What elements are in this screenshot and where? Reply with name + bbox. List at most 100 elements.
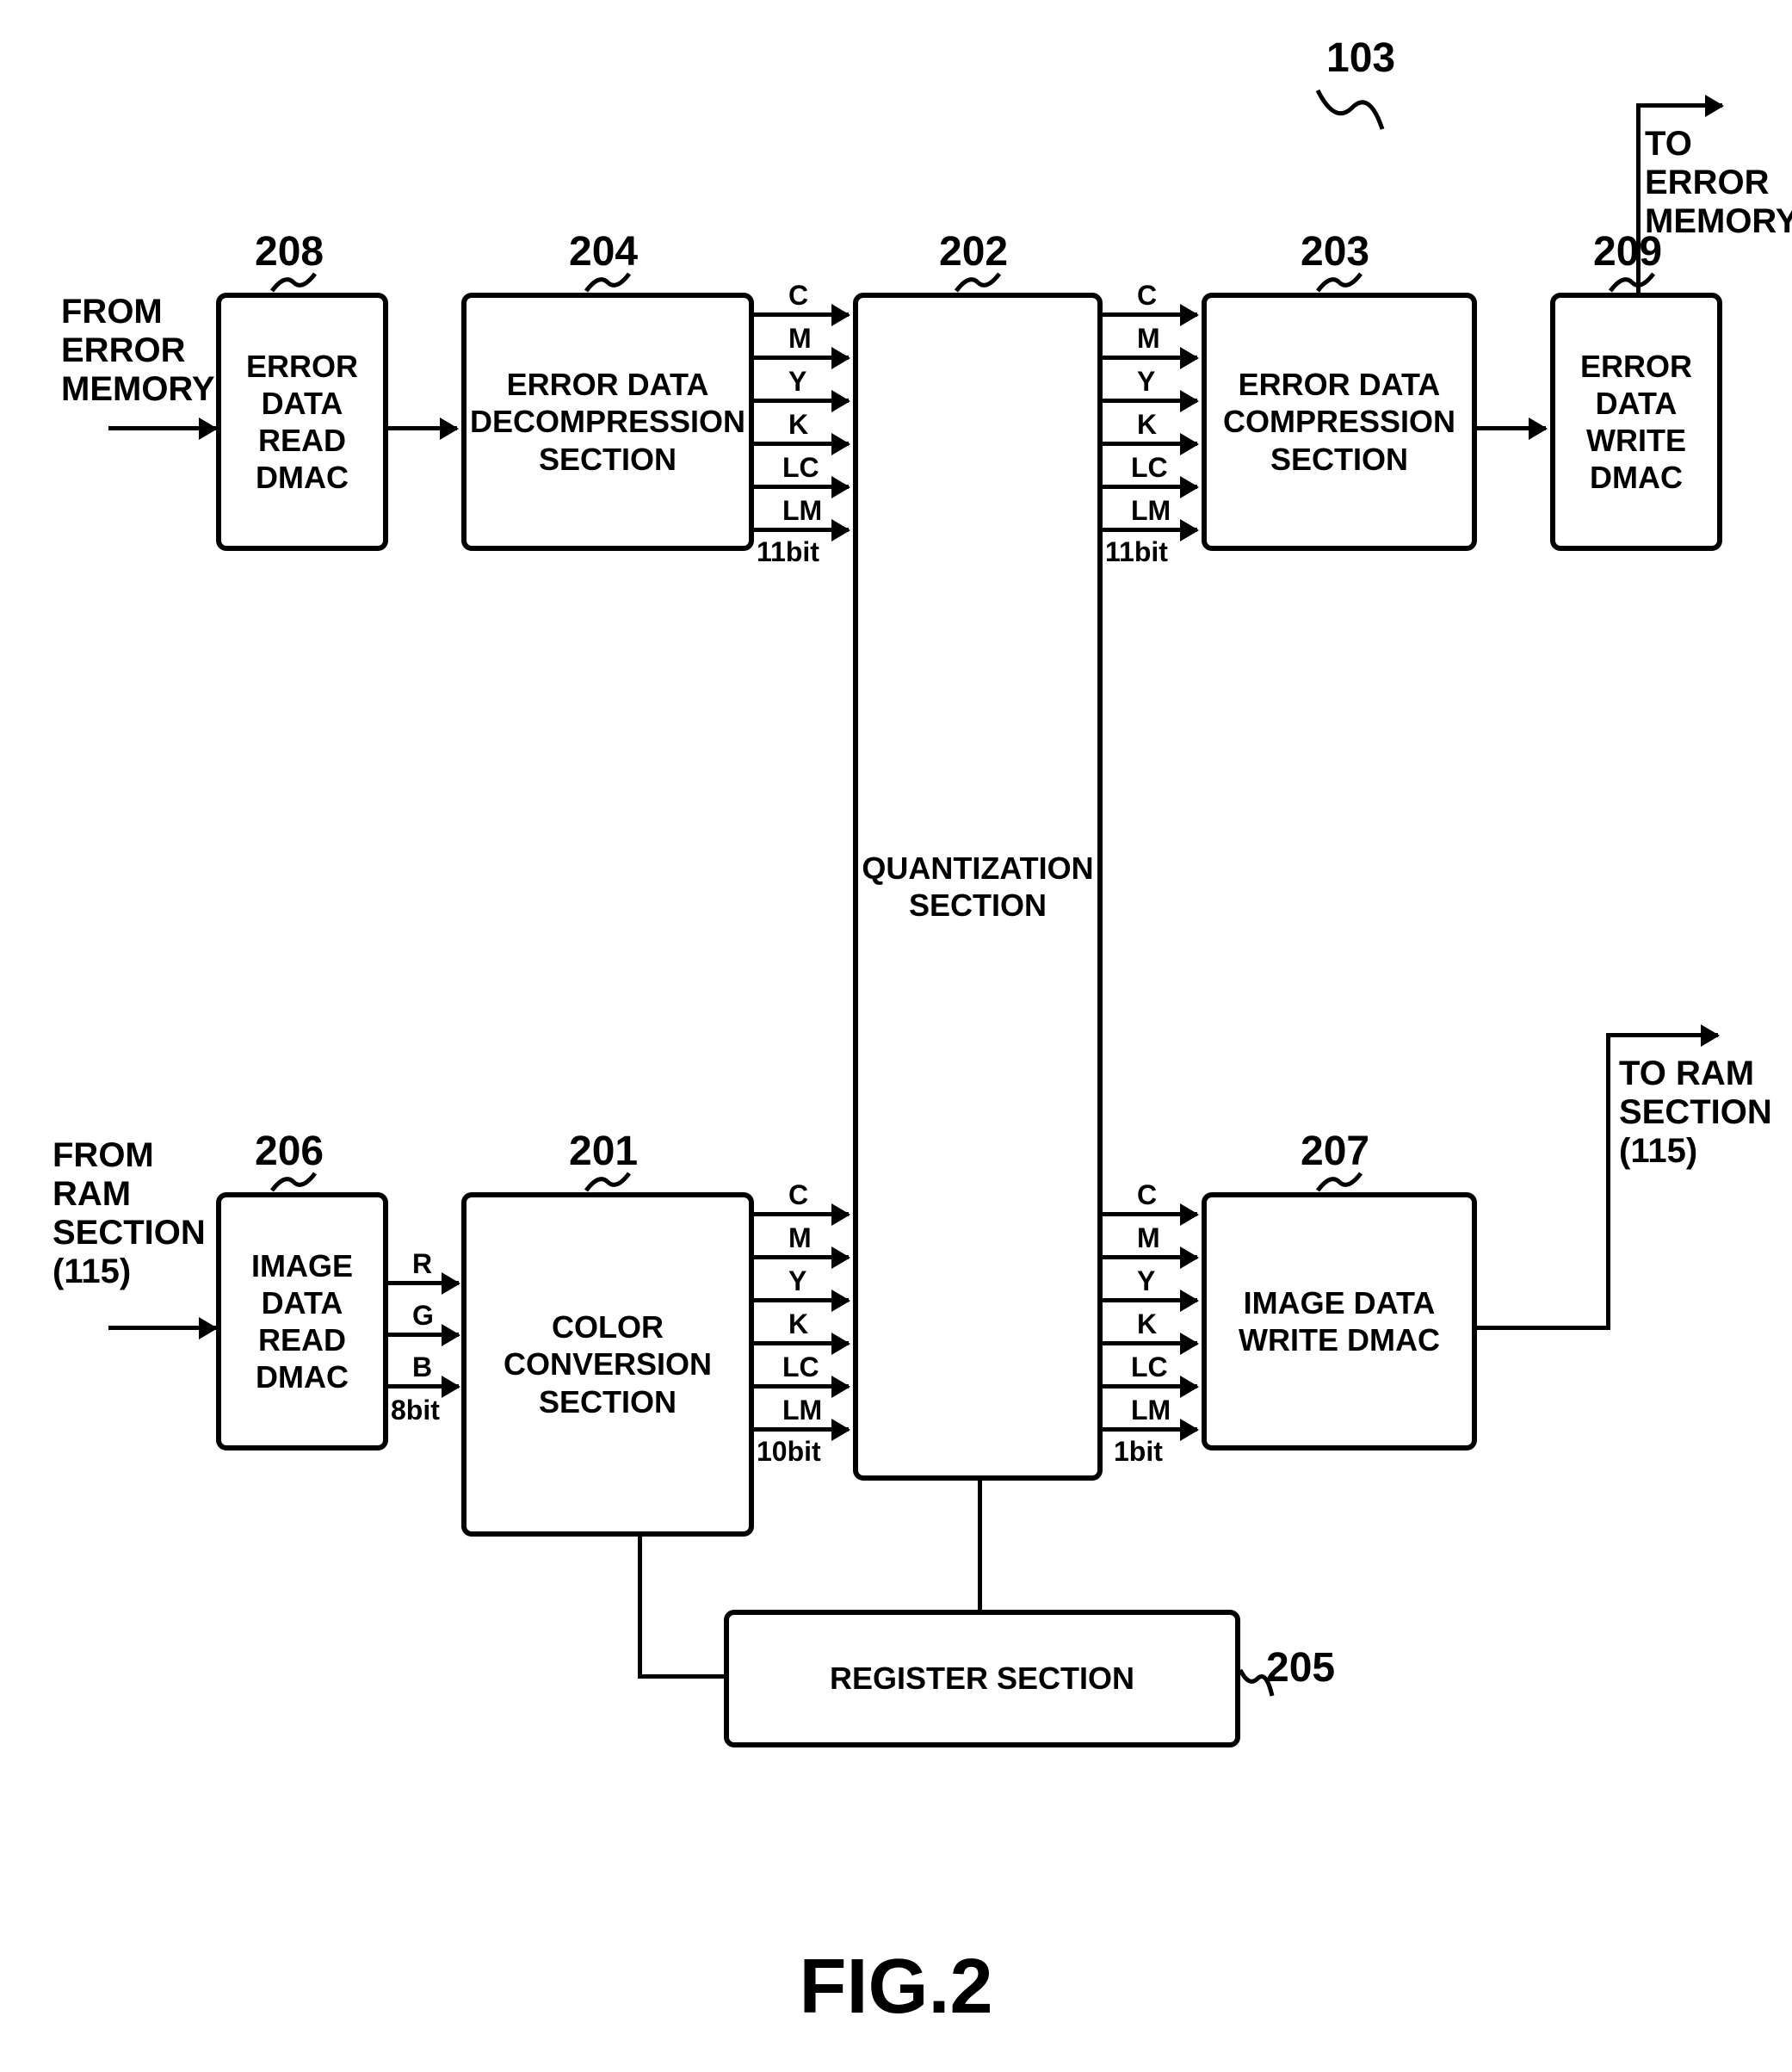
ref-201: 201 xyxy=(569,1128,638,1175)
block-202: QUANTIZATION SECTION xyxy=(853,293,1103,1481)
bits-202-203: 11bit xyxy=(1105,536,1168,568)
ch-203-y: Y xyxy=(1137,366,1155,398)
tilde-207 xyxy=(1313,1169,1365,1199)
arrow-202-203-k xyxy=(1103,442,1197,446)
arrow-201-202-c xyxy=(754,1212,849,1216)
ch-rgb-r: R xyxy=(412,1248,432,1280)
ch-201-c: C xyxy=(788,1179,808,1211)
ch-207-k: K xyxy=(1137,1308,1157,1340)
arrow-207-out xyxy=(1606,1033,1718,1037)
ch-201-k: K xyxy=(788,1308,808,1340)
tilde-204 xyxy=(582,269,633,300)
tilde-103 xyxy=(1309,82,1395,142)
arrow-204-202-lc xyxy=(754,485,849,489)
tilde-209 xyxy=(1606,269,1658,300)
bits-202-207: 1bit xyxy=(1114,1436,1163,1468)
ref-202: 202 xyxy=(939,228,1008,275)
bits-201-202: 10bit xyxy=(757,1436,821,1468)
arrow-in-208 xyxy=(108,426,216,430)
tilde-202 xyxy=(952,269,1004,300)
ch-207-m: M xyxy=(1137,1222,1160,1254)
arrow-204-202-m xyxy=(754,356,849,360)
from-error-memory-label: FROM ERROR MEMORY xyxy=(61,293,215,409)
ch-203-m: M xyxy=(1137,323,1160,355)
ref-204: 204 xyxy=(569,228,638,275)
block-206: IMAGE DATA READ DMAC xyxy=(216,1192,388,1450)
arrow-206-201-b xyxy=(388,1384,459,1389)
bits-206-201: 8bit xyxy=(391,1395,440,1426)
figure-ref-103: 103 xyxy=(1326,34,1395,82)
arrow-202-207-c xyxy=(1103,1212,1197,1216)
ch-207-lc: LC xyxy=(1131,1351,1168,1383)
block-208: ERROR DATA READ DMAC xyxy=(216,293,388,551)
arrow-202-203-lc xyxy=(1103,485,1197,489)
ref-203: 203 xyxy=(1301,228,1369,275)
ref-206: 206 xyxy=(255,1128,324,1175)
ch-204-lm: LM xyxy=(782,495,822,527)
from-ram-label: FROM RAM SECTION (115) xyxy=(53,1136,206,1291)
line-209-out-v xyxy=(1636,103,1641,293)
ch-207-c: C xyxy=(1137,1179,1157,1211)
arrow-202-207-m xyxy=(1103,1255,1197,1259)
arrow-204-202-k xyxy=(754,442,849,446)
arrow-in-206 xyxy=(108,1326,216,1330)
ch-rgb-g: G xyxy=(412,1300,434,1332)
arrow-202-203-lm xyxy=(1103,528,1197,532)
ch-201-y: Y xyxy=(788,1265,806,1297)
ch-204-k: K xyxy=(788,409,808,441)
ch-203-lm: LM xyxy=(1131,495,1171,527)
ch-203-k: K xyxy=(1137,409,1157,441)
ch-207-lm: LM xyxy=(1131,1395,1171,1426)
arrow-201-202-lc xyxy=(754,1384,849,1389)
ch-203-c: C xyxy=(1137,280,1157,312)
arrow-206-201-r xyxy=(388,1281,459,1285)
arrow-201-202-y xyxy=(754,1298,849,1302)
ch-201-lc: LC xyxy=(782,1351,819,1383)
block-207: IMAGE DATA WRITE DMAC xyxy=(1202,1192,1477,1450)
bits-204-202: 11bit xyxy=(757,536,819,568)
arrow-201-202-k xyxy=(754,1341,849,1345)
arrow-202-203-c xyxy=(1103,312,1197,317)
arrow-202-207-lc xyxy=(1103,1384,1197,1389)
arrow-208-204 xyxy=(388,426,457,430)
arrow-202-207-lm xyxy=(1103,1427,1197,1432)
ref-208: 208 xyxy=(255,228,324,275)
block-201: COLOR CONVERSION SECTION xyxy=(461,1192,754,1537)
ch-204-c: C xyxy=(788,280,808,312)
ref-207: 207 xyxy=(1301,1128,1369,1175)
arrow-204-202-lm xyxy=(754,528,849,532)
arrow-209-out xyxy=(1636,103,1722,108)
arrow-204-202-y xyxy=(754,399,849,403)
ch-207-y: Y xyxy=(1137,1265,1155,1297)
line-205-202 xyxy=(978,1481,982,1610)
line-205-201-h xyxy=(638,1674,724,1679)
arrow-206-201-g xyxy=(388,1333,459,1337)
arrow-202-207-k xyxy=(1103,1341,1197,1345)
ref-205: 205 xyxy=(1266,1644,1335,1692)
ch-201-lm: LM xyxy=(782,1395,822,1426)
arrow-201-202-m xyxy=(754,1255,849,1259)
ch-201-m: M xyxy=(788,1222,812,1254)
arrow-202-203-m xyxy=(1103,356,1197,360)
arrow-201-202-lm xyxy=(754,1427,849,1432)
tilde-206 xyxy=(268,1169,319,1199)
block-205: REGISTER SECTION xyxy=(724,1610,1240,1747)
tilde-201 xyxy=(582,1169,633,1199)
tilde-203 xyxy=(1313,269,1365,300)
arrow-203-209 xyxy=(1477,426,1546,430)
block-203: ERROR DATA COMPRESSION SECTION xyxy=(1202,293,1477,551)
ch-203-lc: LC xyxy=(1131,452,1168,484)
tilde-205 xyxy=(1236,1666,1275,1700)
ch-rgb-b: B xyxy=(412,1351,432,1383)
block-diagram: 103 FROM ERROR MEMORY ERROR DATA READ DM… xyxy=(35,34,1757,2032)
ch-204-lc: LC xyxy=(782,452,819,484)
ch-204-y: Y xyxy=(788,366,806,398)
arrow-202-207-y xyxy=(1103,1298,1197,1302)
to-error-memory-label: TO ERROR MEMORY xyxy=(1645,125,1792,241)
arrow-202-203-y xyxy=(1103,399,1197,403)
line-207-out-v xyxy=(1606,1033,1610,1330)
block-204: ERROR DATA DECOMPRESSION SECTION xyxy=(461,293,754,551)
line-207-out-h xyxy=(1477,1326,1606,1330)
block-209: ERROR DATA WRITE DMAC xyxy=(1550,293,1722,551)
arrow-204-202-c xyxy=(754,312,849,317)
